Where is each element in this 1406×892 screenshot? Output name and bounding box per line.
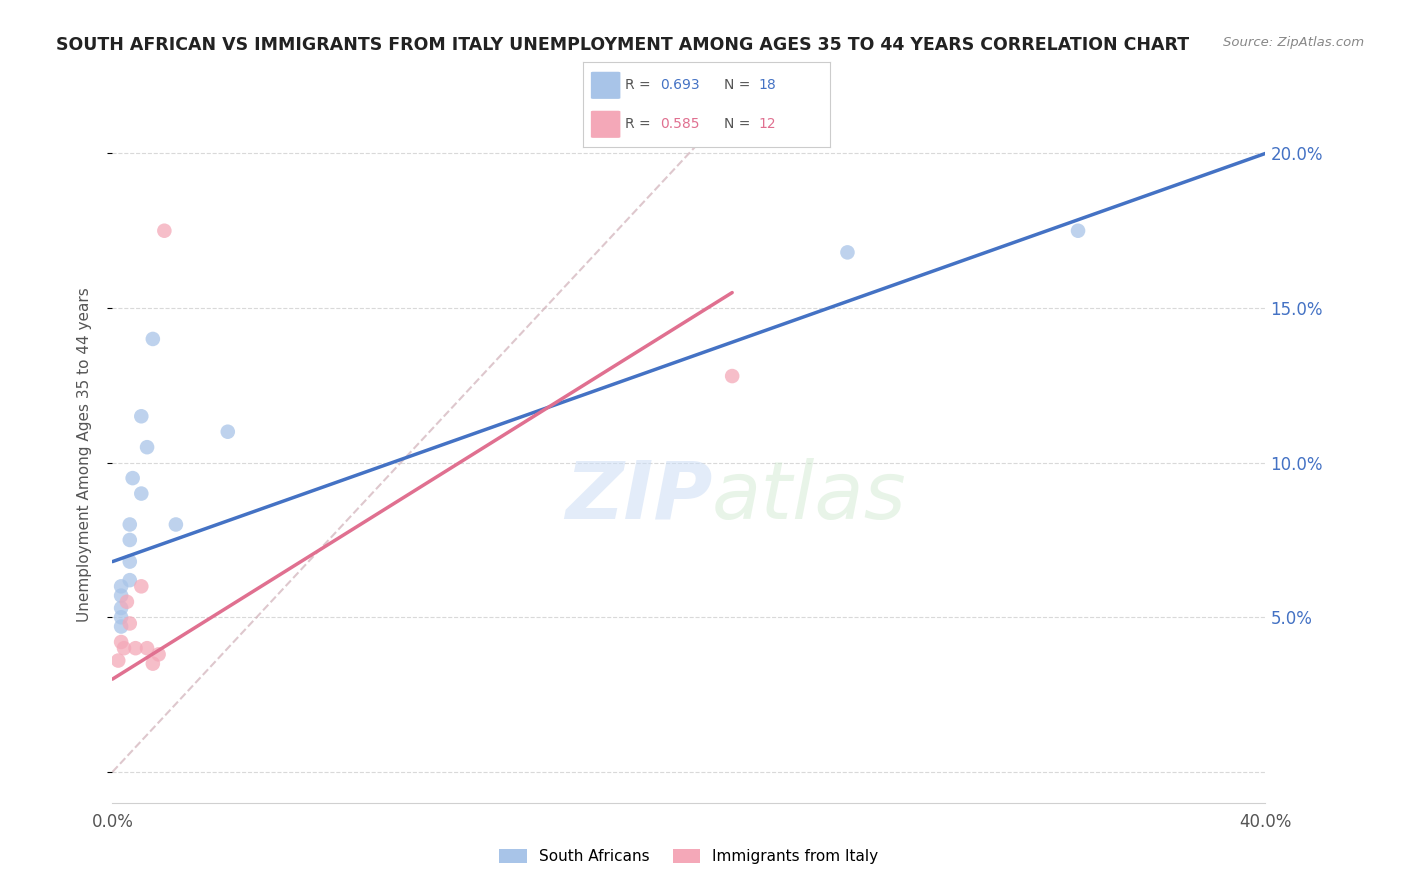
Text: 0.585: 0.585 — [659, 118, 699, 131]
Point — [121, 471, 143, 485]
Text: 12: 12 — [758, 118, 776, 131]
Point — [110, 619, 132, 633]
Text: Source: ZipAtlas.com: Source: ZipAtlas.com — [1223, 36, 1364, 49]
Text: N =: N = — [724, 78, 755, 92]
Point — [110, 635, 132, 649]
FancyBboxPatch shape — [591, 111, 620, 138]
Point — [124, 641, 146, 656]
Point — [110, 589, 132, 603]
Point — [118, 555, 141, 569]
Point — [136, 440, 159, 454]
Point — [118, 533, 141, 547]
Text: R =: R = — [626, 118, 655, 131]
FancyBboxPatch shape — [591, 71, 620, 99]
Point — [118, 616, 141, 631]
Point — [110, 610, 132, 624]
Point — [118, 517, 141, 532]
Text: 18: 18 — [758, 78, 776, 92]
Point — [118, 573, 141, 587]
Point — [148, 648, 170, 662]
Point — [153, 224, 176, 238]
Text: atlas: atlas — [711, 458, 907, 536]
Point — [136, 641, 159, 656]
Point — [217, 425, 239, 439]
Text: SOUTH AFRICAN VS IMMIGRANTS FROM ITALY UNEMPLOYMENT AMONG AGES 35 TO 44 YEARS CO: SOUTH AFRICAN VS IMMIGRANTS FROM ITALY U… — [56, 36, 1189, 54]
Point — [142, 657, 165, 671]
Text: ZIP: ZIP — [565, 458, 711, 536]
Point — [115, 595, 138, 609]
Point — [1067, 224, 1090, 238]
Point — [721, 369, 744, 384]
Point — [837, 245, 859, 260]
Text: R =: R = — [626, 78, 655, 92]
Point — [110, 601, 132, 615]
Point — [142, 332, 165, 346]
Point — [129, 409, 153, 424]
Point — [129, 579, 153, 593]
Point — [129, 486, 153, 500]
Text: N =: N = — [724, 118, 755, 131]
Legend: South Africans, Immigrants from Italy: South Africans, Immigrants from Italy — [492, 841, 886, 871]
Y-axis label: Unemployment Among Ages 35 to 44 years: Unemployment Among Ages 35 to 44 years — [77, 287, 91, 623]
Point — [165, 517, 187, 532]
Point — [107, 654, 129, 668]
Point — [110, 579, 132, 593]
Point — [112, 641, 135, 656]
Text: 0.693: 0.693 — [659, 78, 699, 92]
